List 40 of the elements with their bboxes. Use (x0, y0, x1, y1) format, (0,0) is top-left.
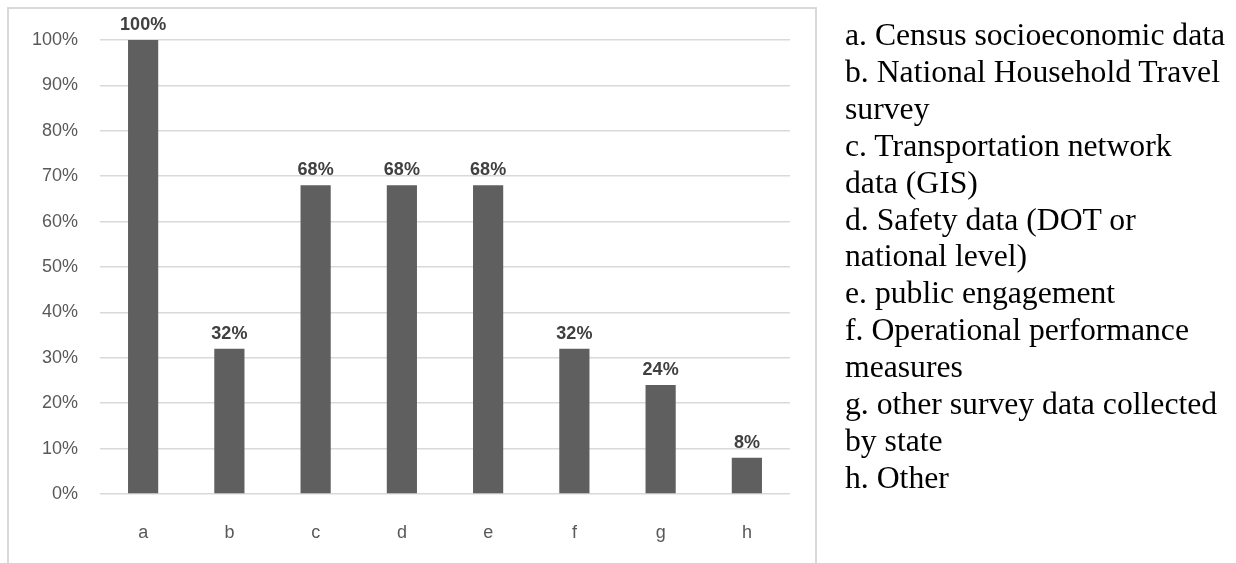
bar (386, 185, 417, 494)
y-tick-label: 70% (41, 165, 78, 186)
y-tick-label: 10% (41, 437, 78, 458)
text: d. Safety data (DOT or national level) (845, 201, 1137, 276)
data-label: 100% (120, 13, 167, 34)
x-tick-label: f (571, 521, 578, 542)
y-tick-label: 80% (41, 119, 78, 140)
text: c. Transportation network data (GIS) (845, 127, 1173, 202)
text: a. Census socioeconomic data (845, 17, 1227, 54)
y-tick-label: 20% (41, 392, 78, 413)
y-tick-label: 40% (41, 301, 78, 322)
data-label: 68% (383, 159, 420, 180)
data-label: 32% (556, 322, 593, 343)
x-tick-label: a (138, 521, 150, 542)
y-tick-label: 60% (41, 210, 78, 231)
bar (214, 348, 245, 494)
bar (473, 185, 504, 494)
data-label: 24% (642, 359, 679, 380)
data-label: 68% (297, 159, 334, 180)
text: e. public engagement (845, 275, 1117, 313)
data-label: 8% (733, 431, 760, 452)
y-tick-label: 0% (51, 482, 78, 503)
bar (300, 185, 331, 494)
y-tick-label: 50% (41, 255, 78, 276)
x-tick-label: b (224, 521, 235, 542)
y-tick-label: 100% (31, 28, 78, 49)
x-tick-label: e (483, 521, 494, 542)
bar (128, 40, 159, 494)
data-label: 68% (470, 159, 507, 180)
y-tick-label: 30% (41, 346, 78, 367)
text: h. Other (845, 459, 950, 497)
bar (731, 457, 762, 494)
bar (559, 348, 590, 494)
x-tick-label: g (655, 521, 666, 542)
x-tick-label: d (396, 521, 407, 542)
y-tick-label: 90% (41, 74, 78, 95)
x-tick-label: h (741, 521, 752, 542)
bar (645, 385, 676, 494)
x-tick-label: c (311, 521, 321, 542)
data-label: 32% (211, 322, 248, 343)
